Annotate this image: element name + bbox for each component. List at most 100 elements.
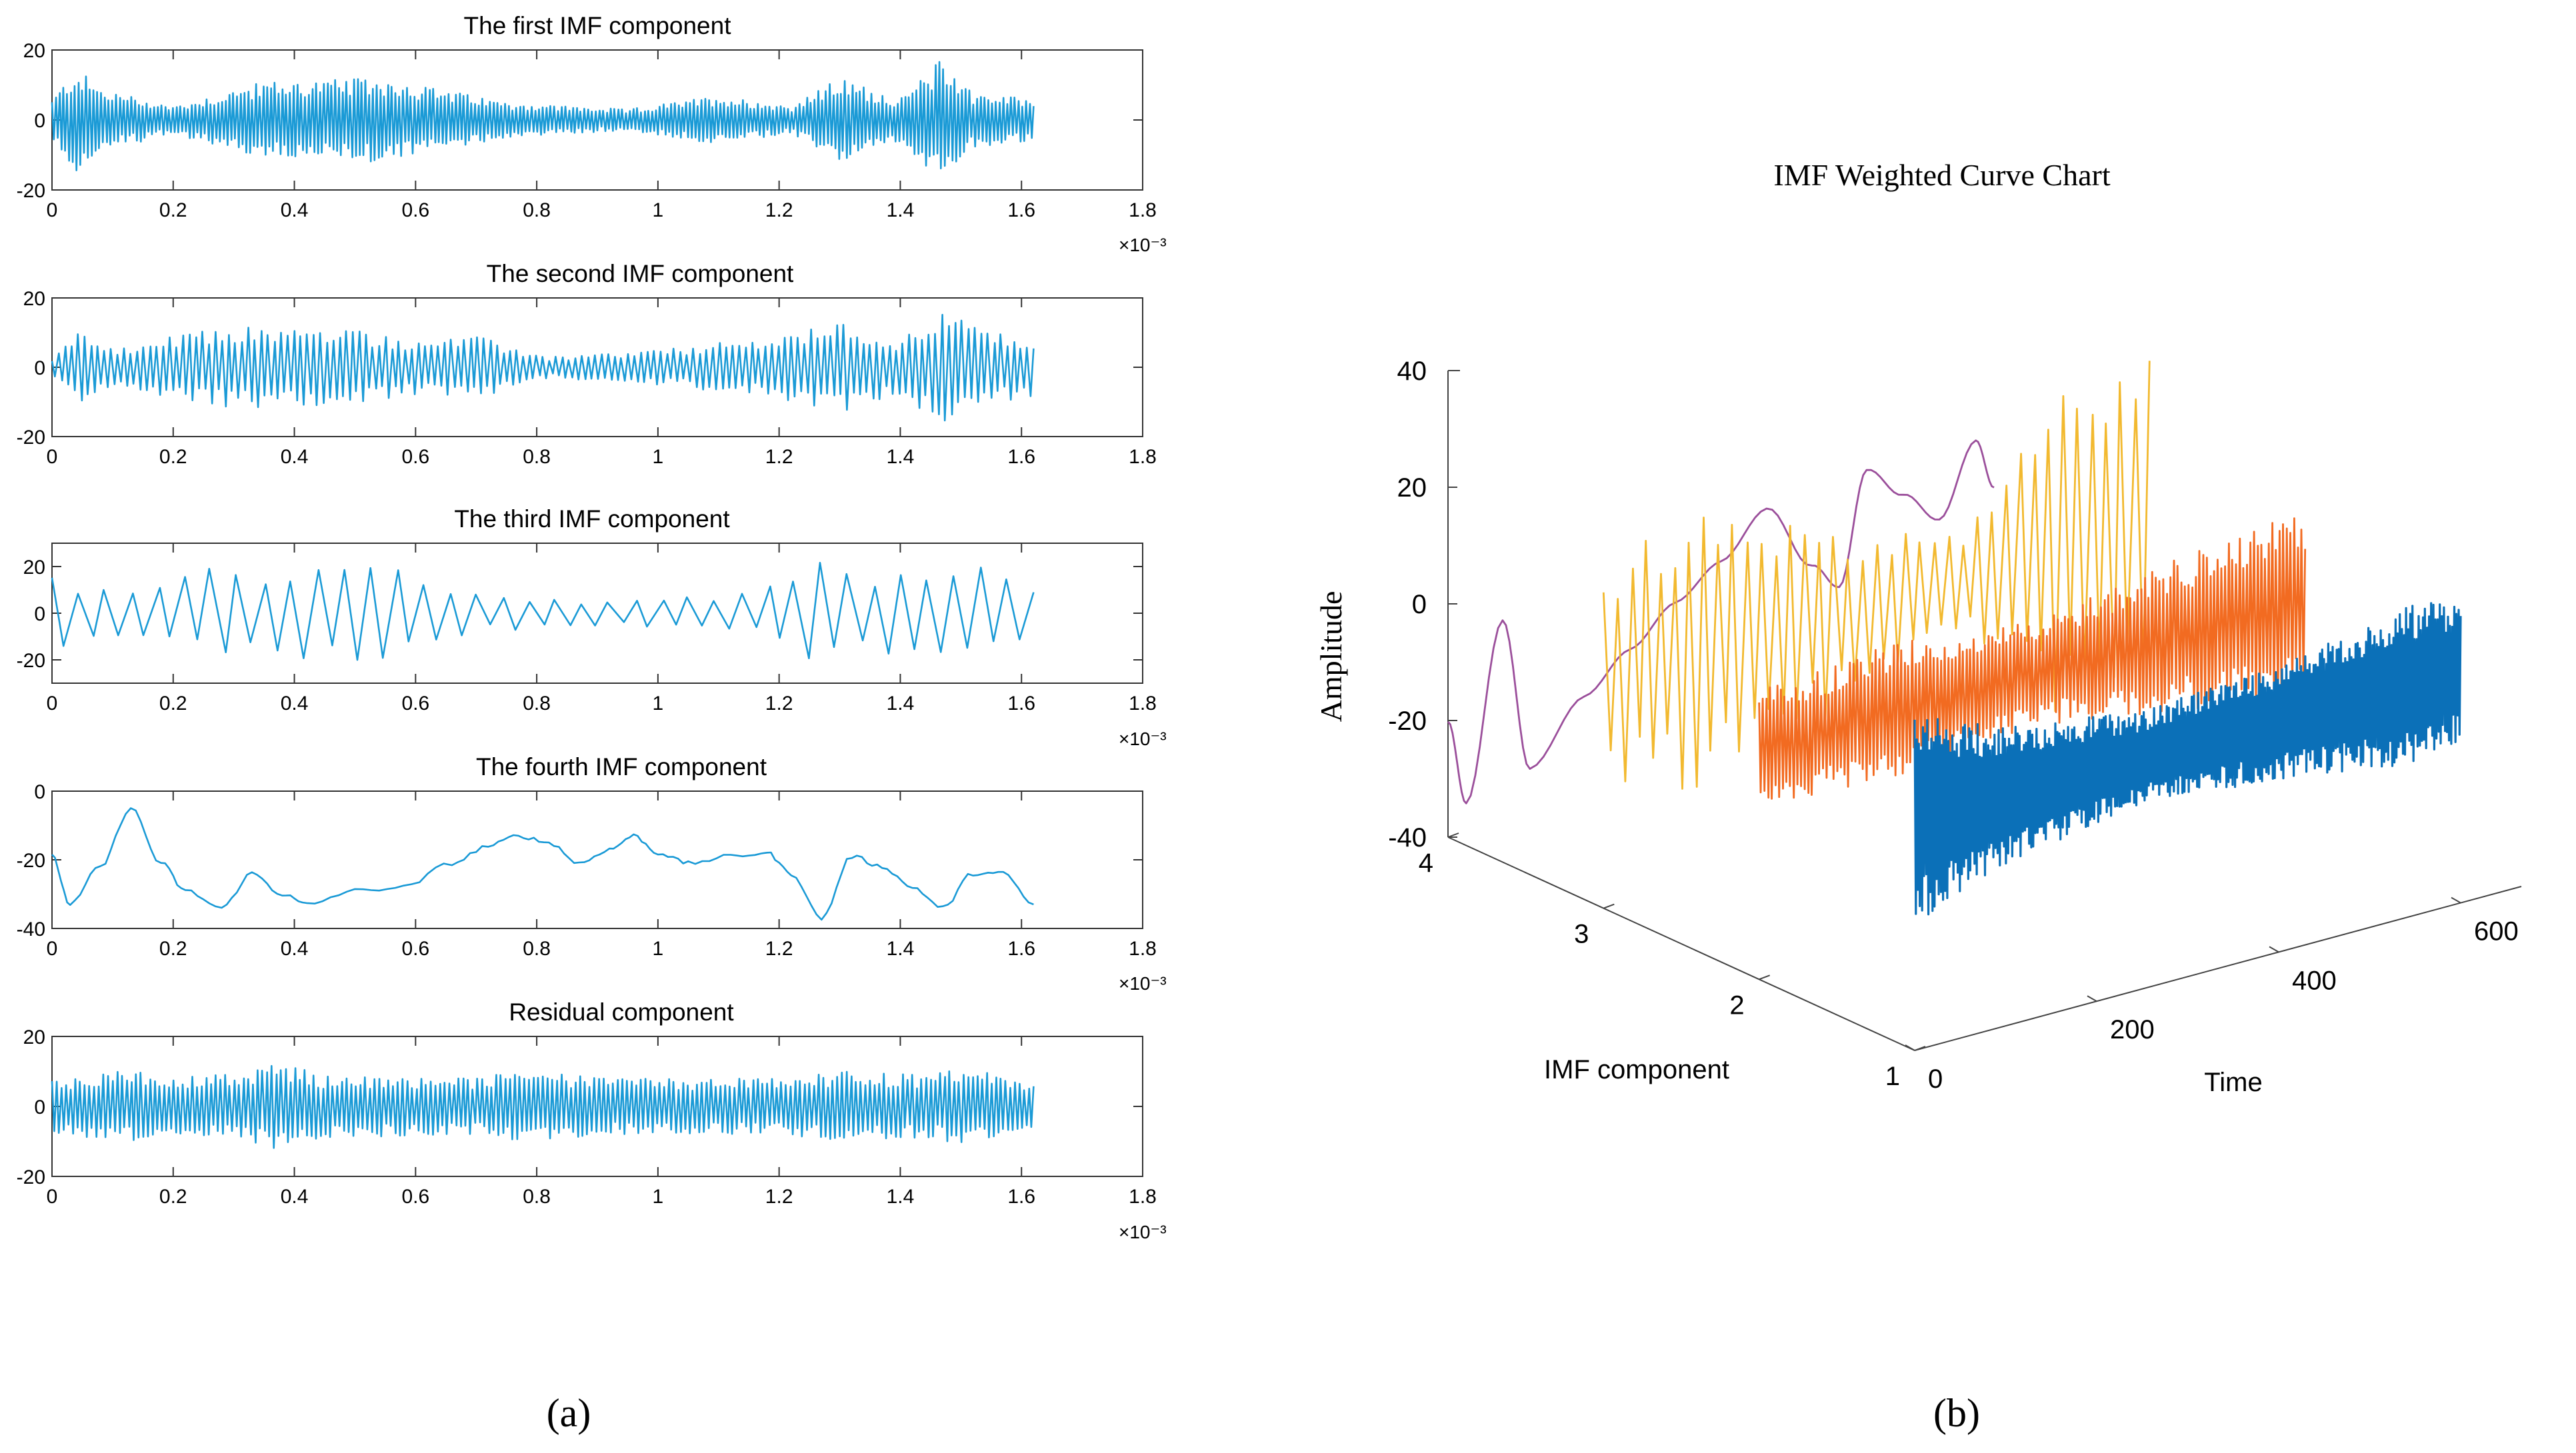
plot-frame: [51, 543, 1143, 684]
panel-label-a: (a): [547, 1391, 591, 1435]
series-group: [1447, 361, 2462, 916]
x-tick-label: 1: [653, 446, 664, 468]
imf-tick-label: 2: [1729, 990, 1744, 1020]
x-tick-label: 0.8: [523, 938, 551, 960]
x-tick-label: 1.8: [1129, 693, 1157, 715]
signal-line: [51, 61, 1035, 171]
signal-line: [51, 807, 1034, 921]
y-tick-label: -40: [17, 918, 45, 940]
x-tick-label: 0.8: [523, 446, 551, 468]
x-tick-label: 1.2: [765, 938, 793, 960]
x-tick-label: 1: [653, 199, 664, 221]
time-tick: [1905, 1044, 1915, 1051]
x-tick-label: 0.8: [523, 199, 551, 221]
x-tick-label: 0.2: [159, 693, 187, 715]
x-tick-label: 0: [47, 446, 58, 468]
x-tick-label: 1: [653, 1186, 664, 1208]
signal-path: [51, 562, 1035, 661]
x-tick-label: 0.8: [523, 1186, 551, 1208]
x-tick-label: 0: [47, 199, 58, 221]
plot-frame: [51, 790, 1143, 929]
x-axis: 0 0.2 0.4 0.6 0.8 1 1.2 1.4 1.6 1.8: [47, 50, 1157, 221]
panel-a: The first IMF component 200-20 0 0.2 0.4 0.…: [17, 12, 1167, 1242]
x-tick-label: 0.6: [401, 693, 429, 715]
y-axis: 0 -20 -40: [17, 781, 1143, 940]
x-tick-label: 1.6: [1007, 938, 1035, 960]
series-imf-2: [1758, 517, 2307, 800]
z-tick-label: -40: [1388, 823, 1427, 852]
x-tick-label: 1.2: [765, 693, 793, 715]
x-tick-label: 1.4: [887, 693, 915, 715]
y-tick-label: -20: [17, 427, 45, 449]
z-tick-label: 0: [1412, 590, 1427, 619]
imf-tick: [1447, 832, 1459, 838]
time-axis-label: Time: [2204, 1068, 2262, 1097]
imf-tick-label: 4: [1419, 848, 1433, 878]
x-tick-label: 1.6: [1007, 1186, 1035, 1208]
z-axis-label: Amplitude: [1314, 591, 1348, 723]
subplot-imf-2: The second IMF component 200-20 0 0.2 0.4 0…: [17, 260, 1157, 468]
time-tick-label: 600: [2474, 917, 2519, 946]
x-tick-label: 0.4: [281, 199, 309, 221]
x-tick-label: 0: [47, 1186, 58, 1208]
time-tick-label: 200: [2110, 1015, 2155, 1044]
series-imf-4: [1447, 439, 1995, 804]
signal-path: [51, 61, 1035, 171]
x-axis: 0 0.2 0.4 0.6 0.8 1 1.2 1.4 1.6 1.8: [47, 543, 1157, 715]
x-tick-label: 0.2: [159, 446, 187, 468]
signal-line: [51, 562, 1035, 661]
z-axis-ticks: 40 20 0 -20 -40: [1388, 357, 1457, 852]
z-tick-label: -20: [1388, 707, 1427, 736]
x-tick-label: 1.6: [1007, 199, 1035, 221]
y-tick-label: 0: [34, 1096, 45, 1118]
y-tick-label: -20: [17, 650, 45, 672]
x-tick-label: 1.8: [1129, 446, 1157, 468]
y-tick-label: 0: [34, 603, 45, 625]
y-tick-label: 0: [34, 357, 45, 379]
x-tick-label: 1.2: [765, 446, 793, 468]
y-axis: 20 0 -20: [17, 288, 1143, 449]
time-axis-ticks: 0 200 400 600: [1905, 896, 2519, 1094]
time-tick: [2087, 995, 2097, 1002]
z-tick-label: 40: [1397, 357, 1427, 386]
subplot-title: The third IMF component: [454, 505, 730, 533]
x-tick-label: 1.4: [887, 938, 915, 960]
x-tick-label: 0.8: [523, 693, 551, 715]
time-axis-line: [1914, 886, 2522, 1051]
time-tick: [2451, 896, 2461, 904]
x-axis: 0 0.2 0.4 0.6 0.8 1 1.2 1.4 1.6 1.8: [47, 791, 1157, 960]
subplot-imf-3: The third IMF component 200-20 0 0.2 0.4 0.…: [17, 505, 1167, 749]
x-axis: 0 0.2 0.4 0.6 0.8 1 1.2 1.4 1.6 1.8: [47, 1036, 1157, 1208]
time-tick: [2269, 946, 2279, 953]
time-tick-label: 400: [2292, 966, 2337, 995]
x-multiplier: ×10⁻³: [1119, 728, 1167, 749]
imf-tick: [1603, 903, 1615, 909]
x-tick-label: 1.2: [765, 1186, 793, 1208]
y-tick-label: 0: [34, 781, 45, 803]
y-tick-label: 20: [23, 40, 45, 62]
x-axis: 0 0.2 0.4 0.6 0.8 1 1.2 1.4 1.6 1.8: [47, 298, 1157, 468]
x-tick-label: 1.2: [765, 199, 793, 221]
x-tick-label: 0.2: [159, 199, 187, 221]
x-multiplier: ×10⁻³: [1119, 1222, 1167, 1242]
signal-path: [51, 807, 1034, 921]
x-tick-label: 1.8: [1129, 199, 1157, 221]
x-tick-label: 1.8: [1129, 1186, 1157, 1208]
x-tick-label: 1.6: [1007, 446, 1035, 468]
x-tick-label: 0.6: [401, 938, 429, 960]
x-tick-label: 0: [47, 693, 58, 715]
imf-axis-label: IMF component: [1544, 1055, 1729, 1084]
x-tick-label: 1.4: [887, 199, 915, 221]
chart-title: IMF Weighted Curve Chart: [1773, 158, 2110, 192]
subplot-residual: Residual component 200-20 0 0.2 0.4 0.6 0.8 1…: [17, 998, 1167, 1242]
x-tick-label: 0.2: [159, 938, 187, 960]
x-tick-label: 1: [653, 693, 664, 715]
y-tick-label: 0: [34, 110, 45, 132]
subplot-title: Residual component: [509, 998, 734, 1026]
x-tick-label: 0.2: [159, 1186, 187, 1208]
x-tick-label: 1.4: [887, 1186, 915, 1208]
y-tick-label: -20: [17, 1166, 45, 1188]
x-tick-label: 0.4: [281, 1186, 309, 1208]
